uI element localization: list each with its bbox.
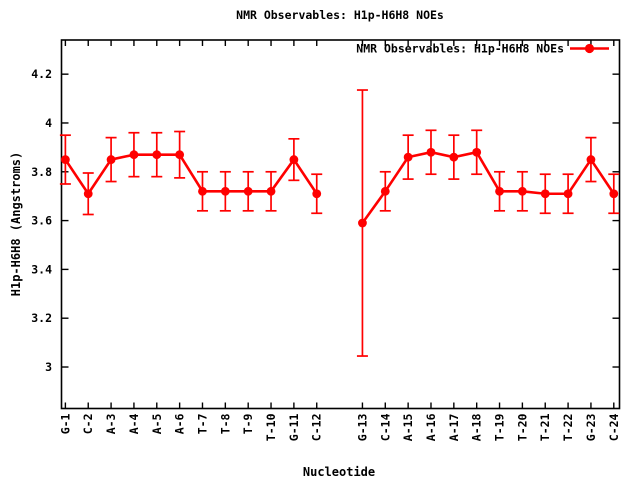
data-point (563, 189, 573, 199)
x-tick-label: G-23 (584, 413, 598, 441)
data-point (60, 155, 70, 164)
x-axis-label: Nucleotide (303, 465, 375, 479)
data-point (129, 150, 139, 160)
chart-title: NMR Observables: H1p-H6H8 NOEs (236, 8, 444, 22)
data-point (609, 189, 619, 199)
data-point (152, 150, 162, 160)
data-point (586, 155, 596, 164)
plot-border (60, 39, 621, 410)
data-point (495, 186, 504, 196)
legend (570, 43, 609, 54)
y-axis-label: H1p-H6H8 (Angstroms) (9, 152, 23, 297)
data-point (358, 218, 367, 228)
data-point (220, 186, 230, 196)
data-point (289, 155, 299, 164)
data-point (403, 152, 413, 162)
x-tick-label: G-1 (58, 413, 72, 434)
x-tick-label: A-4 (127, 413, 141, 434)
data-point (426, 147, 436, 157)
data-series (59, 89, 620, 357)
x-tick-label: T-20 (515, 413, 529, 441)
x-tick-label: T-22 (561, 414, 575, 442)
y-tick-label: 4.2 (31, 67, 52, 81)
x-tick-label: C-14 (378, 413, 392, 441)
x-tick-label: A-16 (424, 413, 438, 441)
x-tick-label: G-11 (287, 413, 301, 441)
x-tick-label: A-5 (150, 413, 164, 434)
x-tick-label: A-6 (173, 413, 187, 434)
y-tick-label: 3 (45, 360, 52, 374)
y-tick-label: 3.2 (31, 311, 52, 325)
x-tick-label: T-7 (195, 413, 209, 434)
y-tick-label: 3.6 (31, 214, 52, 228)
x-tick-label: T-21 (538, 413, 552, 441)
x-tick-label: A-3 (104, 413, 118, 434)
x-tick-label: C-2 (81, 414, 95, 435)
axes: 3 3.2 3.4 3.6 3.8 4 4.2 G-1 C-2 A-3 A-4 A-5 A-6 T-7 T-… (31, 39, 621, 442)
data-point (380, 186, 390, 196)
data-point (449, 152, 459, 162)
data-point (266, 186, 276, 196)
y-tick-label: 4 (45, 116, 52, 130)
y-tick-label: 3.8 (31, 165, 52, 179)
data-point (83, 189, 93, 199)
legend-label: NMR Observables: H1p-H6H8 NOEs (356, 42, 564, 56)
y-tick-label: 3.4 (31, 262, 52, 276)
data-series-line (361, 150, 615, 224)
x-tick-label: A-17 (447, 413, 461, 441)
data-point (540, 189, 550, 199)
x-tick-label: T-10 (264, 413, 278, 441)
x-tick-label: C-24 (607, 413, 621, 441)
x-tick-label: T-19 (493, 413, 507, 441)
x-tick-label: T-8 (218, 413, 232, 434)
data-point (175, 150, 185, 160)
data-point (243, 186, 253, 196)
data-point (517, 186, 527, 196)
x-tick-label: A-15 (401, 413, 415, 441)
data-point (198, 186, 207, 196)
legend-marker-icon (584, 43, 595, 54)
x-tick-label: T-9 (241, 413, 255, 434)
data-series-line (64, 153, 318, 197)
data-point (472, 147, 482, 157)
x-tick-label: A-18 (470, 413, 484, 441)
data-point (106, 155, 116, 164)
data-point (312, 189, 322, 199)
x-tick-label: G-13 (355, 413, 369, 441)
x-tick-label: C-12 (310, 414, 324, 442)
